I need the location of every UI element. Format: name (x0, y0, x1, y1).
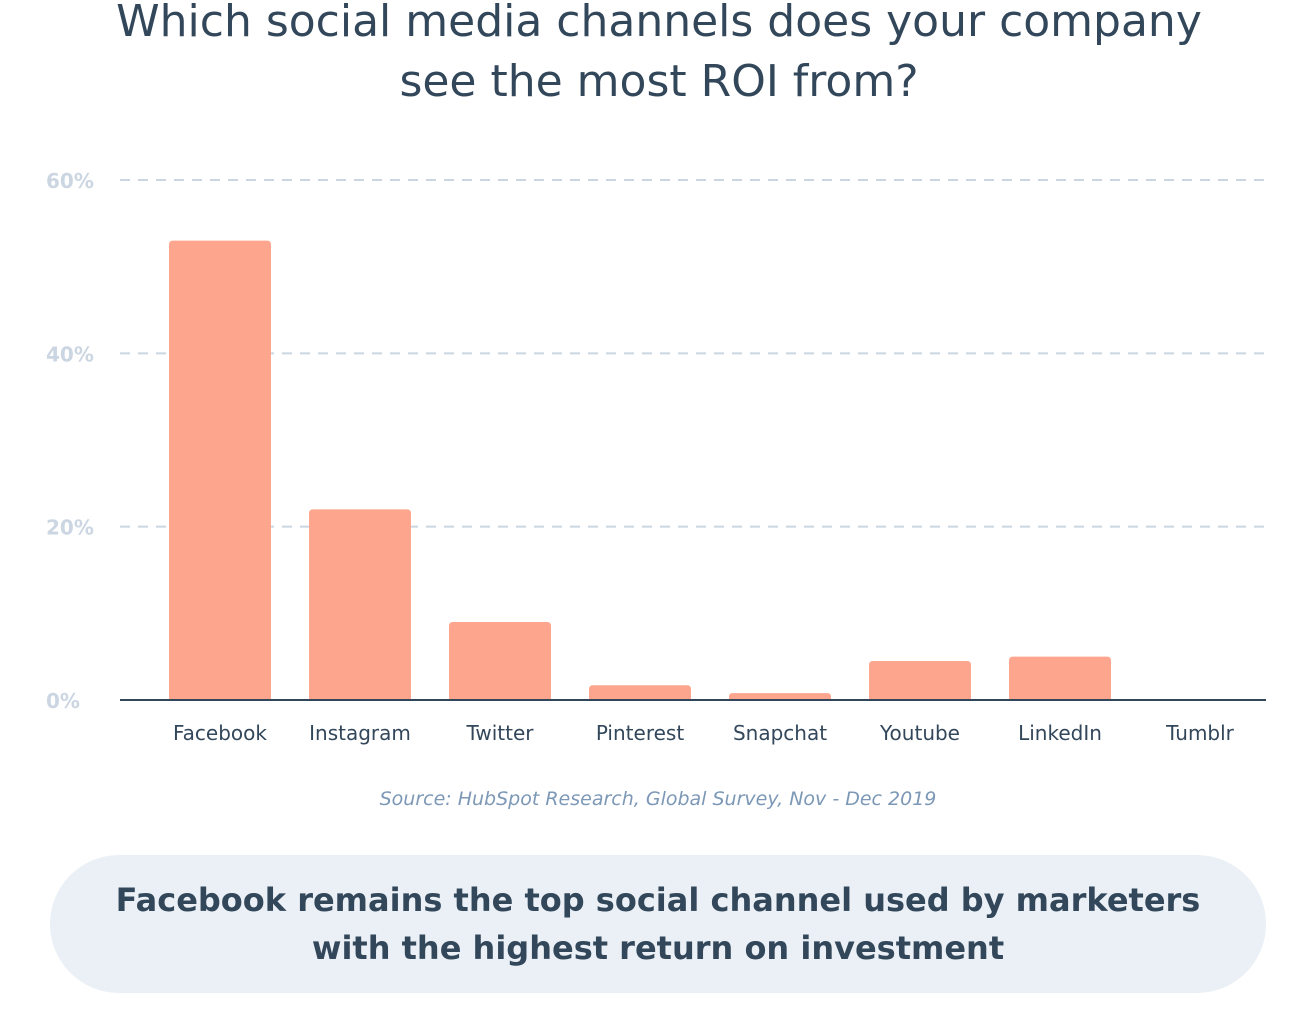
bar-youtube (869, 661, 971, 700)
x-tick-label-twitter: Twitter (465, 721, 534, 745)
x-tick-label-youtube: Youtube (879, 721, 960, 745)
bar-pinterest (589, 685, 691, 700)
x-tick-label-linkedin: LinkedIn (1018, 721, 1102, 745)
y-tick-label-60: 60% (46, 169, 94, 193)
y-tick-label-20: 20% (46, 516, 94, 540)
chart-title-line-2: see the most ROI from? (399, 56, 919, 107)
x-tick-label-facebook: Facebook (173, 721, 267, 745)
bar-linkedin (1009, 656, 1111, 700)
callout-line-2: with the highest return on investment (311, 929, 1005, 967)
y-tick-label-0: 0% (46, 689, 80, 713)
callout-box: Facebook remains the top social channel … (50, 855, 1266, 993)
x-tick-label-tumblr: Tumblr (1165, 721, 1235, 745)
source-note: Source: HubSpot Research, Global Survey,… (379, 788, 937, 810)
y-tick-label-40: 40% (46, 342, 94, 366)
bar-chart: 0% 20% 40% 60% Facebook Instagram Twitter Pinte… (46, 169, 1266, 745)
chart-title: Which social media channels does your co… (60, 0, 1258, 112)
chart-title-line-1: Which social media channels does your co… (116, 0, 1202, 47)
bar-facebook (169, 240, 271, 700)
x-tick-label-pinterest: Pinterest (596, 721, 685, 745)
bar-instagram (309, 509, 411, 700)
x-tick-label-snapchat: Snapchat (733, 721, 827, 745)
bar-snapchat (729, 693, 831, 700)
bar-twitter (449, 622, 551, 700)
callout-line-1: Facebook remains the top social channel … (115, 881, 1201, 919)
x-tick-label-instagram: Instagram (309, 721, 411, 745)
